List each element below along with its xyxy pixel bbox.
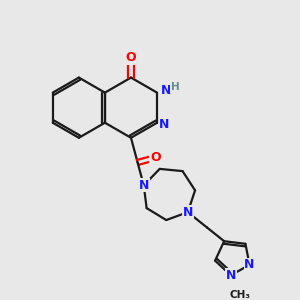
Text: O: O [150, 151, 160, 164]
Text: CH₃: CH₃ [230, 290, 251, 300]
Text: N: N [244, 258, 255, 271]
Text: N: N [159, 118, 170, 131]
Text: N: N [161, 84, 171, 97]
Text: N: N [226, 269, 236, 282]
Text: O: O [126, 51, 136, 64]
Text: H: H [171, 82, 180, 92]
Text: N: N [139, 179, 149, 192]
Text: N: N [183, 206, 193, 219]
